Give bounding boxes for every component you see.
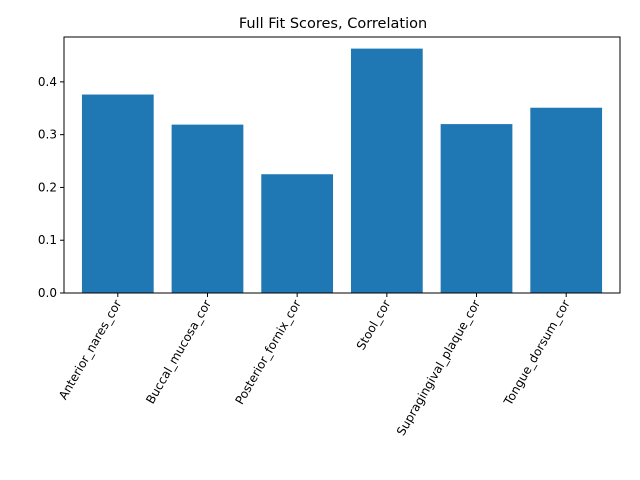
bar-tongue-dorsum-cor [530,107,603,294]
y-tick-label: 0.2 [38,180,57,194]
y-axis: 0.0 0.1 0.2 0.3 0.4 [38,75,64,300]
bar-buccal-mucosa-cor [171,124,244,293]
chart-title: Full Fit Scores, Correlation [239,16,427,32]
x-tick-label: Anterior_nares_cor [56,297,124,402]
y-tick-label: 0.1 [38,233,57,247]
bar-anterior-nares-cor [81,94,154,293]
x-tick-label: Tongue_dorsum_cor [501,297,573,408]
y-tick-label: 0.0 [38,286,57,300]
bar-posterior-fornix-cor [261,174,334,293]
plot-frame [63,36,621,294]
bar-stool-cor [350,48,423,294]
bars-group [81,48,603,294]
x-axis: Anterior_nares_cor Buccal_mucosa_cor Poste… [56,293,573,438]
x-tick-label: Buccal_mucosa_cor [143,297,214,406]
axes-frame [63,36,621,294]
bar-supragingival-plaque-cor [440,124,513,294]
y-tick-label: 0.4 [38,75,57,89]
y-tick-label: 0.3 [38,128,57,142]
x-tick-label: Stool_cor [354,297,394,352]
x-tick-label: Posterior_fornix_cor [233,297,304,406]
x-tick-label: Supragingival_plaque_cor [394,297,483,438]
